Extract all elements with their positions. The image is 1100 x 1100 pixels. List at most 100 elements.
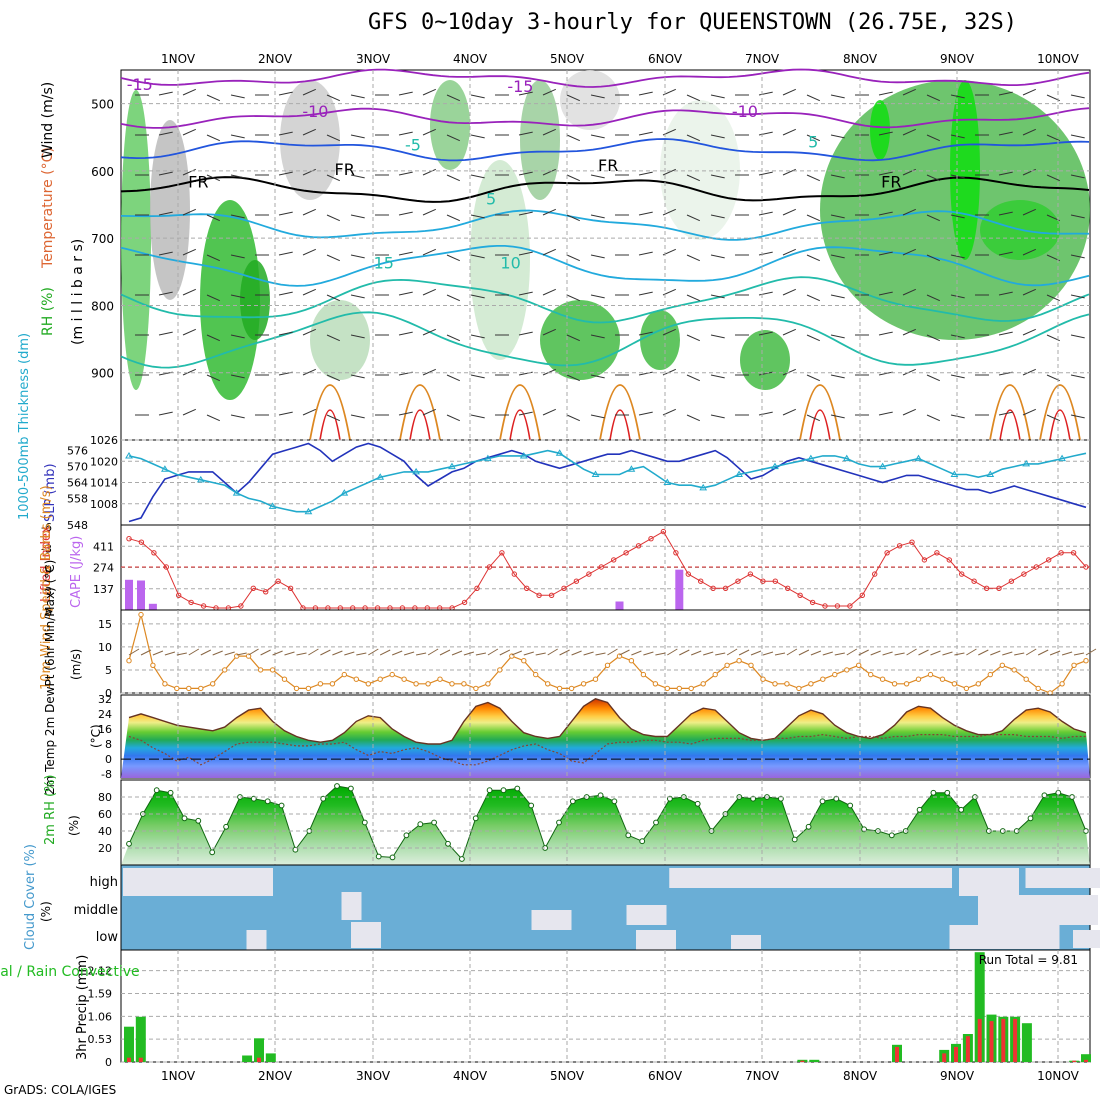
wind-speed-marker bbox=[461, 681, 467, 687]
wind-speed-marker bbox=[1011, 667, 1017, 673]
rh-marker bbox=[805, 823, 812, 830]
wind-barb bbox=[542, 328, 557, 336]
upper-contour-labels: -15 -10 -5 FR FR 5 15 10 -15 FR -10 5 FR bbox=[127, 75, 902, 272]
wind-barb bbox=[350, 94, 365, 99]
wind-barb bbox=[686, 214, 701, 222]
wind-barb bbox=[758, 211, 773, 216]
rh-shade-blob bbox=[660, 100, 740, 240]
cloud-clear-patch bbox=[531, 910, 572, 930]
wind-speed-marker bbox=[401, 676, 407, 682]
wind-barb bbox=[446, 334, 461, 342]
wind-tick-label: 15 bbox=[98, 618, 112, 631]
wind-barb bbox=[686, 134, 701, 142]
wind-barb-10m bbox=[236, 652, 247, 656]
temp-contour-line bbox=[120, 311, 1090, 369]
cloud-clear-patch bbox=[351, 922, 381, 948]
rh-marker bbox=[278, 802, 285, 809]
precip-conv-bar bbox=[1001, 1018, 1006, 1062]
wind-barb bbox=[422, 288, 437, 296]
wind-barb bbox=[350, 334, 365, 339]
precip-total-bar bbox=[265, 1053, 276, 1062]
wind-barb bbox=[998, 251, 1013, 256]
thickness-marker bbox=[161, 465, 169, 472]
wind-barb bbox=[446, 374, 461, 382]
wind-barb bbox=[326, 334, 341, 342]
wind-barb bbox=[782, 368, 797, 376]
wind-barb bbox=[398, 331, 413, 336]
li-marker bbox=[1070, 550, 1077, 556]
cape-bar bbox=[137, 580, 145, 610]
rh-marker bbox=[445, 840, 451, 847]
thickness-marker bbox=[376, 473, 385, 480]
wind-barb bbox=[542, 168, 557, 176]
top-x-tick-label: 2NOV bbox=[258, 52, 293, 66]
wind-speed-marker bbox=[377, 676, 383, 682]
li-marker bbox=[673, 550, 679, 556]
precip-conv-bar bbox=[954, 1046, 958, 1062]
li-marker bbox=[809, 599, 816, 606]
thickness-marker bbox=[1058, 454, 1066, 462]
wind-speed-marker bbox=[1059, 681, 1065, 687]
wind-barb-10m bbox=[894, 652, 905, 656]
wind-barb bbox=[158, 291, 173, 296]
wind-barb-10m bbox=[164, 651, 176, 656]
li-marker bbox=[735, 578, 741, 584]
wind-barb bbox=[230, 134, 245, 139]
wind-barb bbox=[710, 334, 725, 339]
wind-barb bbox=[542, 288, 557, 296]
wind-barb bbox=[950, 294, 965, 299]
wind-barb bbox=[182, 368, 197, 376]
thickness-marker bbox=[304, 507, 313, 515]
bottom-x-tick-label: 3NOV bbox=[356, 1069, 391, 1083]
li-tick-label: 0 bbox=[45, 564, 52, 577]
li-marker bbox=[1083, 564, 1089, 570]
wind-barb bbox=[758, 91, 773, 96]
wind-barb-10m bbox=[930, 650, 941, 656]
rh-marker bbox=[597, 792, 604, 799]
cape-li-panel: -6 -3 0 3 6 137 274 411 Lifted Index CAPE (J/kg… bbox=[39, 521, 1091, 619]
wind-barb-10m bbox=[176, 652, 187, 656]
wind-barb bbox=[638, 91, 653, 96]
wind-speed-marker bbox=[652, 681, 659, 687]
wind-barb bbox=[1022, 128, 1037, 136]
li-marker bbox=[499, 550, 505, 556]
wind-barb bbox=[710, 414, 725, 419]
thickness-slp-panel: 548 558 564 570 576 1008 1014 1020 1026 1000-500… bbox=[17, 333, 1091, 532]
rh-marker bbox=[888, 832, 895, 839]
wind-barb-10m bbox=[679, 649, 690, 656]
wind-barb-10m bbox=[308, 648, 319, 656]
wind-barb bbox=[638, 211, 653, 216]
li-marker bbox=[822, 603, 828, 609]
rh-panel: 20 40 60 80 (%) 2m RH (%) bbox=[43, 774, 1091, 866]
precip-conv-bar bbox=[1084, 1059, 1088, 1062]
li-marker bbox=[138, 539, 145, 545]
wind-speed-marker bbox=[556, 685, 563, 692]
wind-barb bbox=[950, 214, 965, 219]
wind-tick-label: 10 bbox=[98, 641, 112, 654]
wind-barb bbox=[1070, 134, 1085, 139]
wind-barb bbox=[470, 254, 485, 259]
wind-barb bbox=[1046, 174, 1061, 182]
rh-tick-label: 60 bbox=[98, 808, 112, 821]
rh-marker bbox=[153, 787, 160, 794]
contour-label: -15 bbox=[127, 75, 153, 94]
li-marker bbox=[176, 592, 182, 598]
wind-speed-marker bbox=[951, 681, 958, 687]
wind-barb bbox=[542, 368, 557, 376]
li-marker bbox=[126, 536, 132, 542]
wind-barb-10m bbox=[882, 651, 893, 656]
wind-speed-marker bbox=[281, 676, 288, 682]
li-marker bbox=[474, 585, 480, 591]
wind-speed-marker bbox=[832, 671, 838, 678]
wind-speed-marker bbox=[772, 681, 778, 687]
upper-panel-layers bbox=[120, 68, 1090, 441]
wind-barb bbox=[1022, 288, 1037, 296]
rh-tick-label: 20 bbox=[98, 842, 112, 855]
wind-barb bbox=[398, 131, 413, 136]
li-marker bbox=[921, 557, 928, 563]
rh-shade-blob bbox=[430, 80, 470, 170]
wind-barb bbox=[518, 131, 533, 136]
wind-barb bbox=[998, 211, 1013, 216]
wind-barb bbox=[1070, 174, 1085, 179]
wind-barb bbox=[230, 214, 245, 219]
